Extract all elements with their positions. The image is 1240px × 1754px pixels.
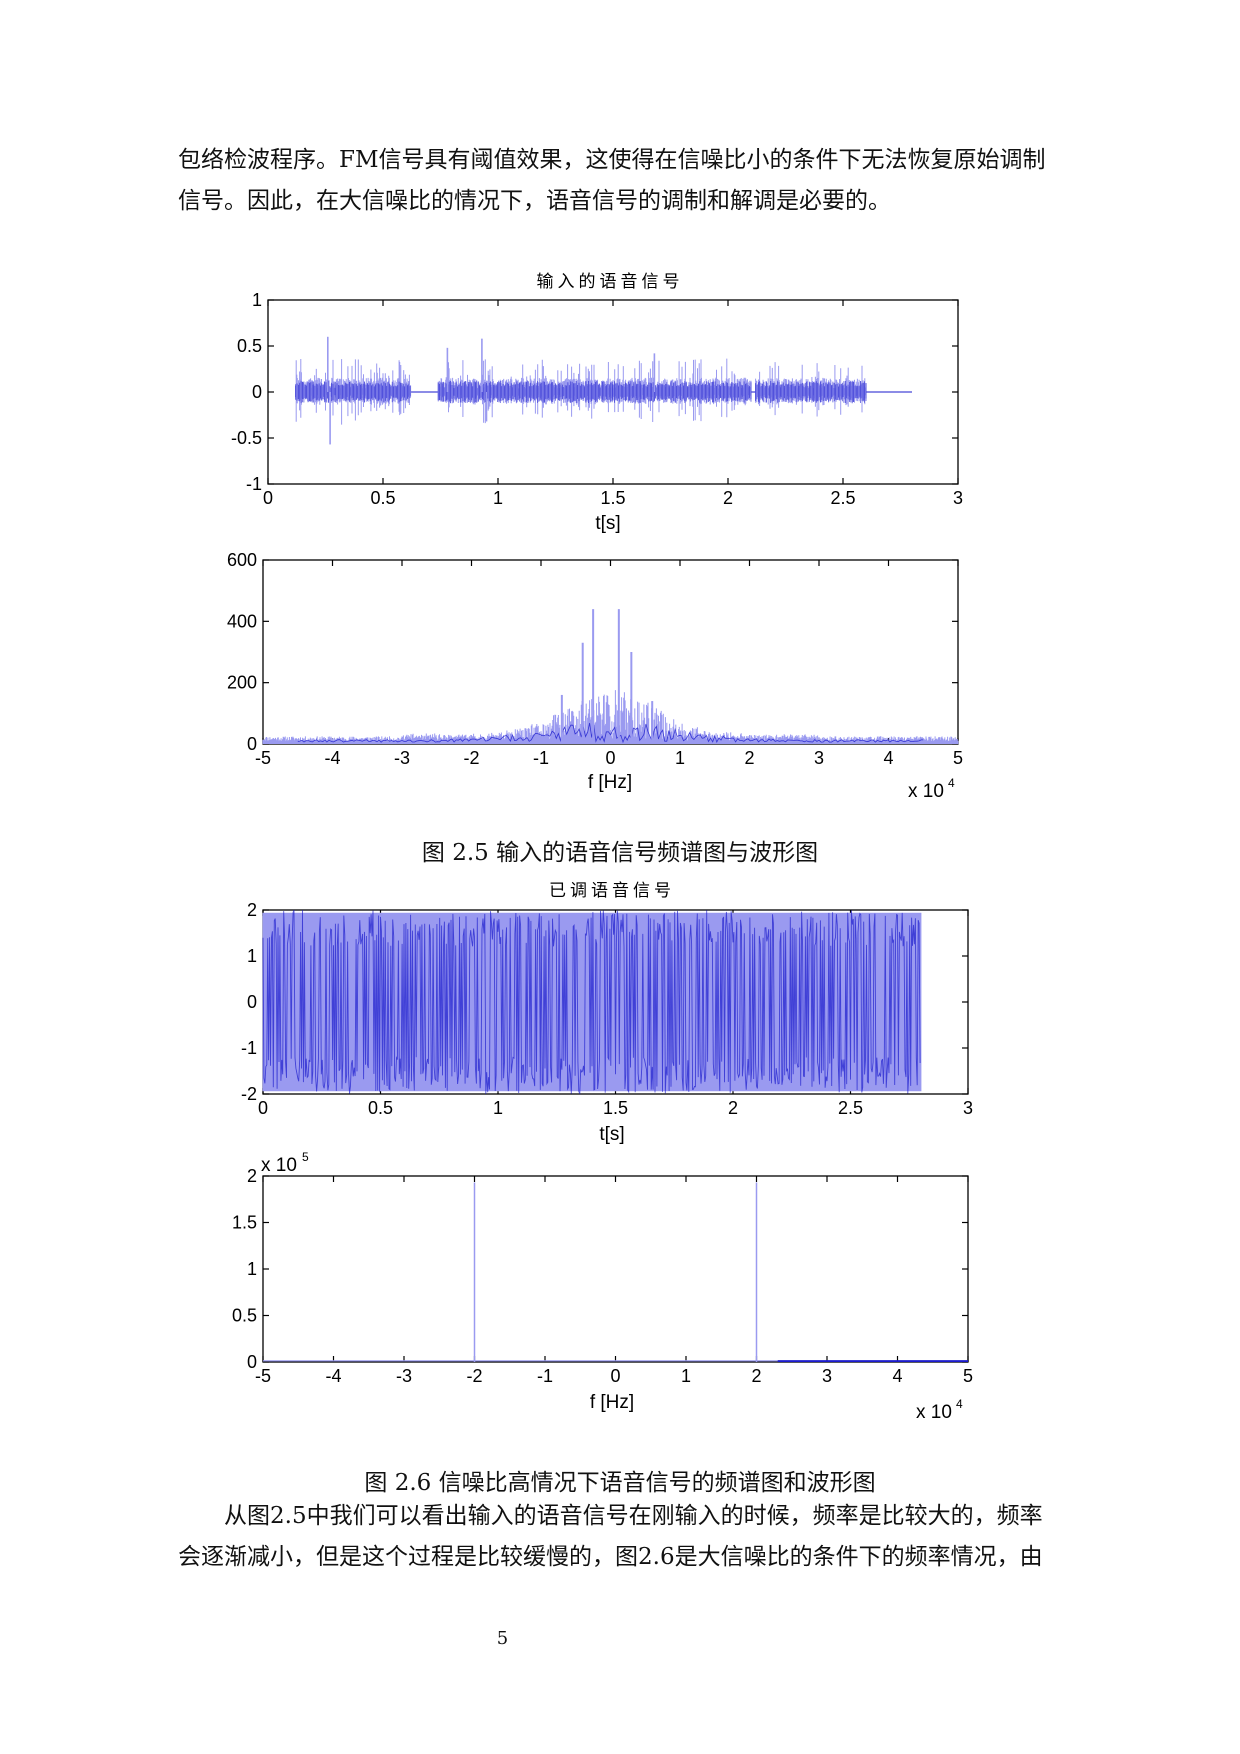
y-tick-label: 200 — [227, 673, 257, 693]
chart-title: 输入的语音信号 — [537, 272, 684, 292]
y-tick-label: 0.5 — [237, 336, 262, 356]
x-tick-label: 5 — [963, 1366, 973, 1386]
x-tick-label: 2 — [723, 488, 733, 508]
series-modulated-core — [262, 909, 921, 1095]
x-tick-label: 1.5 — [600, 488, 625, 508]
y-tick-label: 0 — [252, 382, 262, 402]
figure-caption-2-6: 图 2.6 信噪比高情况下语音信号的频谱图和波形图 — [364, 1470, 876, 1496]
x-tick-label: 0 — [605, 748, 615, 768]
y-tick-label: 2 — [247, 900, 257, 920]
paragraph-bottom-line-2: 会逐渐减小，但是这个过程是比较缓慢的，图2.6是大信噪比的条件下的频率情况，由 — [178, 1544, 1043, 1570]
x-tick-label: 3 — [814, 748, 824, 768]
x-tick-label: 2.5 — [838, 1098, 863, 1118]
x-tick-label: -3 — [394, 748, 410, 768]
y-tick-label: 1 — [247, 1259, 257, 1279]
x-tick-label: 4 — [892, 1366, 902, 1386]
x-tick-label: 2.5 — [830, 488, 855, 508]
x-tick-label: 1 — [675, 748, 685, 768]
series-spectrum-core — [297, 722, 924, 744]
paragraph-top-line-1: 包络检波程序。FM信号具有阈值效果，这使得在信噪比小的条件下无法恢复原始调制 — [178, 147, 1046, 173]
x-tick-label: 2 — [751, 1366, 761, 1386]
paragraph-top-line-2: 信号。因此，在大信噪比的情况下，语音信号的调制和解调是必要的。 — [178, 188, 891, 214]
x-tick-label: -4 — [324, 748, 340, 768]
y-multiplier: x 10 — [261, 1155, 297, 1176]
series-waveform-core — [295, 381, 867, 403]
x-tick-label: 1.5 — [603, 1098, 628, 1118]
page-number: 5 — [496, 1628, 509, 1649]
x-tick-label: 5 — [953, 748, 963, 768]
x-tick-label: 1 — [493, 488, 503, 508]
x-tick-label: 0 — [258, 1098, 268, 1118]
x-axis-label: f [Hz] — [588, 772, 632, 793]
x-tick-label: 3 — [963, 1098, 973, 1118]
x-axis-label: f [Hz] — [590, 1392, 634, 1413]
x-tick-label: -1 — [533, 748, 549, 768]
x-tick-label: 0.5 — [368, 1098, 393, 1118]
y-tick-label: 1 — [247, 946, 257, 966]
chart-input-waveform: 输入的语音信号 t[s] 0 0.5 1 1.5 2 2.5 3 -1 -0.5 0 0.5 1 — [231, 272, 963, 534]
y-tick-label: -2 — [241, 1084, 257, 1104]
x-tick-label: -2 — [466, 1366, 482, 1386]
x-tick-label: 3 — [822, 1366, 832, 1386]
x-tick-label: 0 — [263, 488, 273, 508]
chart-title: 已调语音信号 — [549, 881, 675, 901]
series-spectrum — [262, 690, 959, 744]
y-tick-label: 400 — [227, 611, 257, 631]
y-tick-label: 0.5 — [232, 1306, 257, 1326]
chart-input-spectrum: f [Hz] x 10 4 -5 -4 -3 -2 -1 0 1 2 3 4 5 0 200 400 600 — [227, 550, 963, 802]
x-axis-label: t[s] — [595, 513, 620, 534]
x-tick-label: 2 — [728, 1098, 738, 1118]
x-tick-label: 1 — [493, 1098, 503, 1118]
y-tick-label: 1 — [252, 290, 262, 310]
x-tick-label: -5 — [255, 1366, 271, 1386]
paragraph-bottom-line-1: 从图2.5中我们可以看出输入的语音信号在刚输入的时候，频率是比较大的，频率 — [224, 1503, 1043, 1529]
x-tick-label: 0.5 — [370, 488, 395, 508]
x-tick-label: -1 — [537, 1366, 553, 1386]
chart-modulated-waveform: 已调语音信号 t[s] 0 0.5 1 1.5 2 2.5 3 -2 -1 0 1 2 — [241, 881, 973, 1145]
figure-caption-2-5: 图 2.5 输入的语音信号频谱图与波形图 — [421, 840, 819, 866]
x-tick-label: 0 — [610, 1366, 620, 1386]
y-tick-label: -1 — [241, 1038, 257, 1058]
y-tick-label: 1.5 — [232, 1213, 257, 1233]
x-tick-label: -3 — [396, 1366, 412, 1386]
x-tick-label: -2 — [463, 748, 479, 768]
x-multiplier: x 10 — [916, 1402, 952, 1423]
y-tick-label: 0 — [247, 734, 257, 754]
y-tick-label: 0 — [247, 1352, 257, 1372]
y-tick-label: 0 — [247, 992, 257, 1012]
plot-frame — [262, 559, 959, 745]
x-multiplier-exponent: 4 — [948, 776, 955, 790]
y-tick-label: -1 — [246, 474, 262, 494]
x-multiplier-exponent: 4 — [956, 1397, 963, 1411]
chart-modulated-spectrum: x 10 5 f [Hz] x 10 4 -5 -4 -3 -2 -1 0 1 2 3 4 500.… — [232, 1150, 973, 1423]
x-tick-label: -4 — [325, 1366, 341, 1386]
x-multiplier: x 10 — [908, 781, 944, 802]
plot-frame — [262, 1175, 969, 1363]
x-axis-label: t[s] — [599, 1124, 624, 1145]
series-spectrum-band — [777, 1360, 968, 1362]
x-tick-label: 2 — [744, 748, 754, 768]
y-tick-label: -0.5 — [231, 428, 262, 448]
y-tick-label: 2 — [247, 1166, 257, 1186]
x-tick-label: 3 — [953, 488, 963, 508]
x-tick-label: 4 — [883, 748, 893, 768]
x-tick-label: -5 — [255, 748, 271, 768]
x-tick-label: 1 — [681, 1366, 691, 1386]
y-tick-label: 600 — [227, 550, 257, 570]
y-multiplier-exponent: 5 — [302, 1150, 309, 1164]
